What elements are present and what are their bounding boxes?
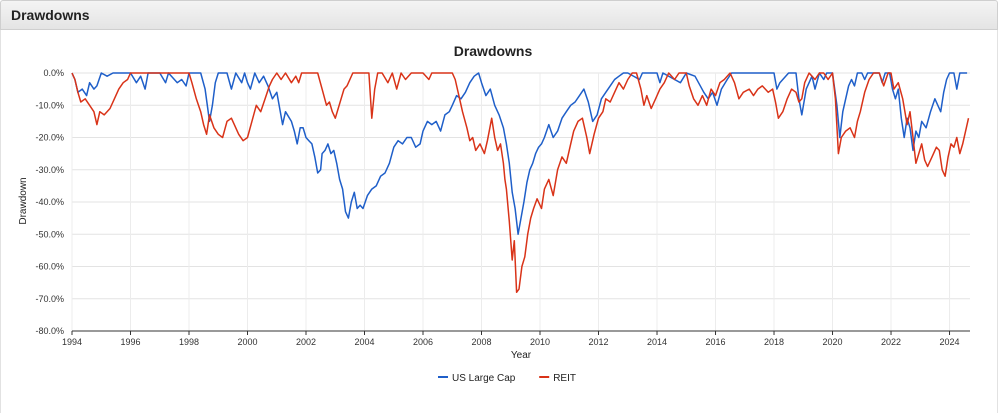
chart-panel (0, 30, 998, 413)
chart-title: Drawdowns (454, 43, 533, 59)
legend-label: REIT (553, 373, 576, 384)
y-tick-label: -30.0% (35, 165, 64, 175)
x-tick-label: 2000 (237, 337, 257, 347)
x-tick-label: 2018 (764, 337, 784, 347)
legend-label: US Large Cap (452, 373, 516, 384)
x-tick-label: 2008 (471, 337, 491, 347)
x-tick-label: 2014 (647, 337, 667, 347)
y-tick-label: -80.0% (35, 326, 64, 336)
x-tick-label: 1994 (62, 337, 82, 347)
y-axis-ticks: 0.0% -10.0% -20.0% -30.0% -40.0% -50.0% -60.0%… (35, 68, 64, 336)
series-line-1 (71, 72, 970, 294)
panel-title: Drawdowns (11, 7, 90, 23)
grid-lines (71, 72, 970, 332)
y-tick-label: -50.0% (35, 229, 64, 239)
y-axis-label: Drawdown (18, 177, 29, 224)
y-tick-label: -10.0% (35, 100, 64, 110)
y-tick-label: -20.0% (35, 133, 64, 143)
y-tick-label: 0.0% (43, 68, 64, 78)
x-tick-label: 2016 (706, 337, 726, 347)
series-lines (71, 72, 970, 294)
x-tick-label: 2004 (354, 337, 374, 347)
series-line-0 (71, 72, 968, 236)
x-tick-label: 2006 (413, 337, 433, 347)
x-tick-label: 1996 (120, 337, 140, 347)
y-tick-label: -40.0% (35, 197, 64, 207)
x-tick-label: 2012 (588, 337, 608, 347)
x-tick-label: 2010 (530, 337, 550, 347)
x-axis-label: Year (511, 350, 532, 361)
x-axis-ticks: 1994 1996 1998 2000 2002 2004 2006 2008 2010 2012… (62, 331, 960, 347)
y-tick-label: -60.0% (35, 262, 64, 272)
legend: US Large Cap REIT (438, 373, 576, 384)
panel-header: Drawdowns (0, 0, 998, 30)
x-tick-label: 1998 (179, 337, 199, 347)
x-tick-label: 2020 (823, 337, 843, 347)
y-tick-label: -70.0% (35, 294, 64, 304)
x-tick-label: 2024 (940, 337, 960, 347)
x-tick-label: 2022 (881, 337, 901, 347)
x-tick-label: 2002 (296, 337, 316, 347)
